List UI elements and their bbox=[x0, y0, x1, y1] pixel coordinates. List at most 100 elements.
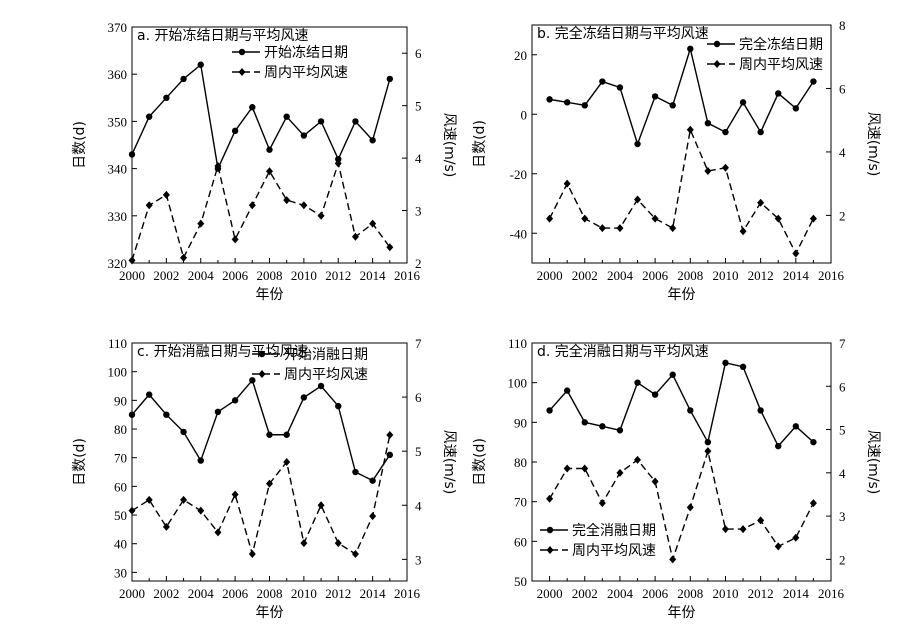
series-line-1 bbox=[549, 361, 814, 448]
data-point-diamond bbox=[266, 167, 273, 176]
data-point-diamond bbox=[721, 163, 729, 172]
y-tick-label: 90 bbox=[114, 393, 127, 408]
y2-tick-label: 3 bbox=[415, 552, 422, 567]
plot-frame bbox=[531, 24, 832, 264]
data-point-circle bbox=[704, 119, 712, 127]
data-point-circle bbox=[563, 99, 571, 106]
data-point-circle bbox=[197, 61, 204, 68]
data-point-diamond bbox=[248, 549, 256, 558]
data-point-circle bbox=[616, 427, 624, 434]
x-tick-label: 2000 bbox=[537, 268, 563, 283]
x-axis-label: 年份 bbox=[668, 287, 696, 303]
y-tick-label: -20 bbox=[510, 167, 527, 182]
legend-label: 开始消融日期 bbox=[284, 347, 368, 363]
data-point-diamond bbox=[774, 542, 782, 551]
data-point-diamond bbox=[634, 455, 642, 464]
data-point-diamond bbox=[616, 468, 624, 477]
x-tick-label: 2006 bbox=[642, 586, 669, 601]
x-tick-label: 2008 bbox=[257, 586, 283, 601]
data-point-circle bbox=[722, 359, 729, 367]
data-point-circle bbox=[283, 431, 290, 438]
data-point-circle bbox=[669, 371, 676, 378]
series-line-2 bbox=[131, 434, 391, 557]
data-point-circle bbox=[369, 137, 376, 144]
data-point-diamond bbox=[334, 159, 342, 168]
data-point-diamond bbox=[721, 525, 729, 534]
y-tick-label: 60 bbox=[514, 534, 527, 549]
data-point-circle bbox=[810, 78, 817, 85]
data-point-circle bbox=[739, 99, 747, 106]
x-tick-label: 2014 bbox=[783, 268, 810, 283]
y2-tick-label: 3 bbox=[415, 204, 422, 219]
x-tick-label: 2012 bbox=[325, 586, 351, 601]
data-point-diamond bbox=[197, 219, 205, 228]
data-point-diamond bbox=[180, 495, 188, 504]
legend-marker-diamond bbox=[546, 546, 554, 554]
x-tick-label: 2008 bbox=[677, 268, 703, 283]
data-point-diamond bbox=[546, 494, 554, 503]
series-line-2 bbox=[548, 448, 815, 562]
data-point-circle bbox=[634, 379, 641, 386]
y-axis-label: 日数(d) bbox=[472, 438, 488, 486]
x-tick-label: 2008 bbox=[257, 268, 283, 283]
data-point-circle bbox=[352, 118, 359, 125]
data-point-diamond bbox=[369, 512, 377, 521]
data-point-diamond bbox=[634, 195, 642, 204]
data-point-circle bbox=[180, 428, 187, 436]
y-tick-label: 50 bbox=[514, 574, 527, 589]
y2-tick-label: 2 bbox=[415, 256, 422, 271]
data-point-diamond bbox=[581, 214, 589, 223]
data-point-circle bbox=[231, 397, 239, 404]
legend-marker-circle bbox=[258, 350, 266, 358]
data-point-diamond bbox=[809, 214, 817, 223]
data-point-circle bbox=[810, 438, 817, 446]
x-tick-label: 2010 bbox=[712, 268, 738, 283]
y-tick-label: 80 bbox=[114, 422, 127, 437]
x-tick-label: 2014 bbox=[783, 586, 810, 601]
y2-tick-label: 5 bbox=[415, 99, 422, 114]
y-tick-label: 0 bbox=[521, 107, 528, 122]
y-tick-label: 340 bbox=[108, 162, 128, 177]
legend-marker-diamond bbox=[713, 60, 721, 68]
data-point-diamond bbox=[214, 528, 222, 537]
data-point-diamond bbox=[369, 219, 377, 228]
data-point-diamond bbox=[563, 179, 571, 188]
data-point-circle bbox=[249, 104, 256, 111]
data-point-diamond bbox=[128, 506, 136, 515]
y-axis-label: 日数(d) bbox=[72, 438, 88, 486]
x-tick-label: 2006 bbox=[222, 268, 249, 283]
data-point-circle bbox=[792, 105, 800, 112]
data-point-diamond bbox=[180, 253, 188, 262]
x-axis-label: 年份 bbox=[256, 287, 284, 303]
x-tick-label: 2002 bbox=[572, 586, 598, 601]
x-tick-label: 2002 bbox=[153, 586, 179, 601]
data-point-diamond bbox=[351, 232, 359, 241]
x-axis-label: 年份 bbox=[256, 605, 284, 621]
y2-tick-label: 3 bbox=[839, 509, 846, 524]
y2-axis-label: 风速(m/s) bbox=[865, 112, 881, 177]
y-tick-label: 110 bbox=[508, 336, 527, 351]
y2-tick-label: 5 bbox=[839, 423, 846, 438]
data-point-circle bbox=[128, 151, 136, 158]
data-point-diamond bbox=[145, 201, 153, 210]
chart-panel-d: d. 完全消融日期与平均风速 2000 2002 2004 2006 2008 2010 20… bbox=[472, 336, 881, 621]
y-tick-label: 350 bbox=[108, 114, 128, 129]
y-tick-label: -40 bbox=[510, 226, 527, 241]
data-point-circle bbox=[634, 140, 641, 148]
chart-panel-a: a. 开始冻结日期与平均风速 2000 2002 2004 2006 2008 2010 20… bbox=[72, 20, 457, 303]
data-point-circle bbox=[563, 387, 571, 394]
data-point-circle bbox=[581, 102, 588, 109]
y-tick-label: 70 bbox=[514, 495, 527, 510]
x-tick-label: 2000 bbox=[119, 268, 145, 283]
y2-tick-label: 7 bbox=[839, 336, 846, 351]
data-point-diamond bbox=[598, 224, 606, 233]
x-tick-label: 2016 bbox=[394, 268, 421, 283]
data-point-circle bbox=[546, 407, 553, 414]
chart-title: a. 开始冻结日期与平均风速 bbox=[137, 27, 308, 44]
data-point-diamond bbox=[300, 201, 308, 210]
data-point-circle bbox=[581, 419, 588, 426]
data-point-diamond bbox=[248, 201, 256, 210]
y-tick-label: 20 bbox=[514, 48, 527, 63]
data-point-circle bbox=[180, 75, 187, 83]
data-point-circle bbox=[266, 431, 273, 438]
